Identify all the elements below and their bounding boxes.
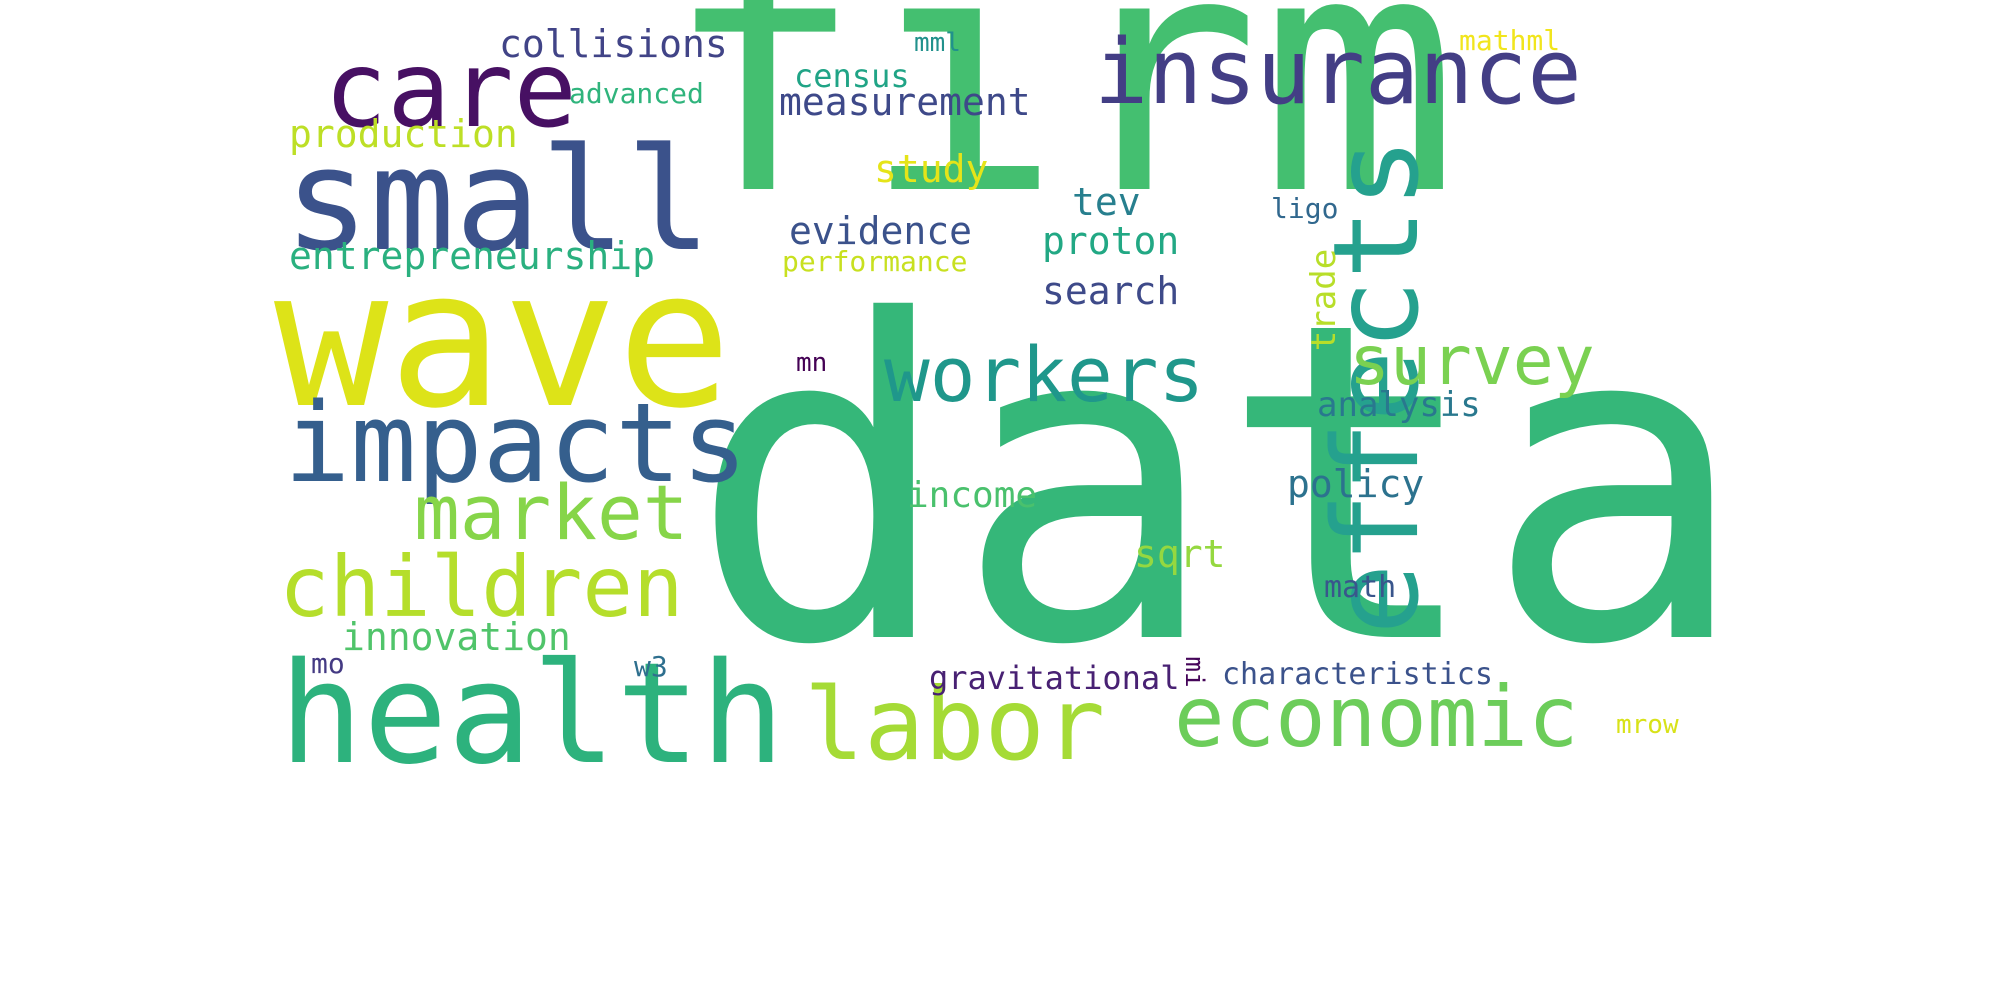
- word-math: math: [1324, 570, 1397, 605]
- word-impacts: impacts: [284, 379, 748, 507]
- word-w3: w3: [634, 650, 668, 683]
- word-insurance: insurance: [1094, 20, 1582, 125]
- word-mrow: mrow: [1616, 710, 1679, 740]
- word-proton: proton: [1042, 219, 1180, 263]
- word-wave: wave: [274, 229, 732, 450]
- word-innovation: innovation: [342, 615, 571, 659]
- word-survey: survey: [1349, 322, 1595, 401]
- word-search: search: [1042, 269, 1180, 313]
- word-economic: economic: [1174, 668, 1579, 766]
- word-entrepreneurship: entrepreneurship: [289, 234, 656, 278]
- word-income: income: [907, 475, 1038, 516]
- word-labor: labor: [804, 666, 1106, 776]
- word-mathml: mathml: [1459, 24, 1561, 57]
- word-census: census: [794, 57, 910, 95]
- word-sqrt: sqrt: [1134, 532, 1226, 576]
- word-measurement: measurement: [779, 80, 1031, 124]
- word-characteristics: characteristics: [1222, 657, 1493, 692]
- word-production: production: [289, 112, 518, 156]
- word-study: study: [874, 147, 989, 191]
- word-tev: tev: [1072, 180, 1141, 224]
- word-mn: mn: [796, 348, 828, 378]
- word-small: small: [284, 118, 712, 283]
- word-firm: firm: [664, 0, 1459, 267]
- word-analysis: analysis: [1317, 385, 1481, 425]
- word-policy: policy: [1287, 462, 1425, 506]
- word-health: health: [279, 633, 785, 777]
- word-trade: trade: [1304, 248, 1344, 352]
- word-ligo: ligo: [1271, 192, 1339, 225]
- word-performance: performance: [782, 245, 968, 278]
- word-collisions: collisions: [499, 22, 728, 66]
- word-mi: mi: [1179, 656, 1209, 688]
- word-cloud: firm data wave small care insurance effe…: [224, 0, 1776, 776]
- word-advanced: advanced: [569, 77, 704, 110]
- word-workers: workers: [884, 330, 1205, 419]
- word-data: data: [689, 229, 1749, 741]
- word-mml: mml: [914, 28, 961, 58]
- word-market: market: [414, 468, 689, 557]
- word-mo: mo: [311, 647, 345, 680]
- word-care: care: [324, 29, 577, 151]
- word-evidence: evidence: [789, 209, 973, 253]
- word-gravitational: gravitational: [929, 659, 1180, 697]
- word-children: children: [279, 538, 684, 636]
